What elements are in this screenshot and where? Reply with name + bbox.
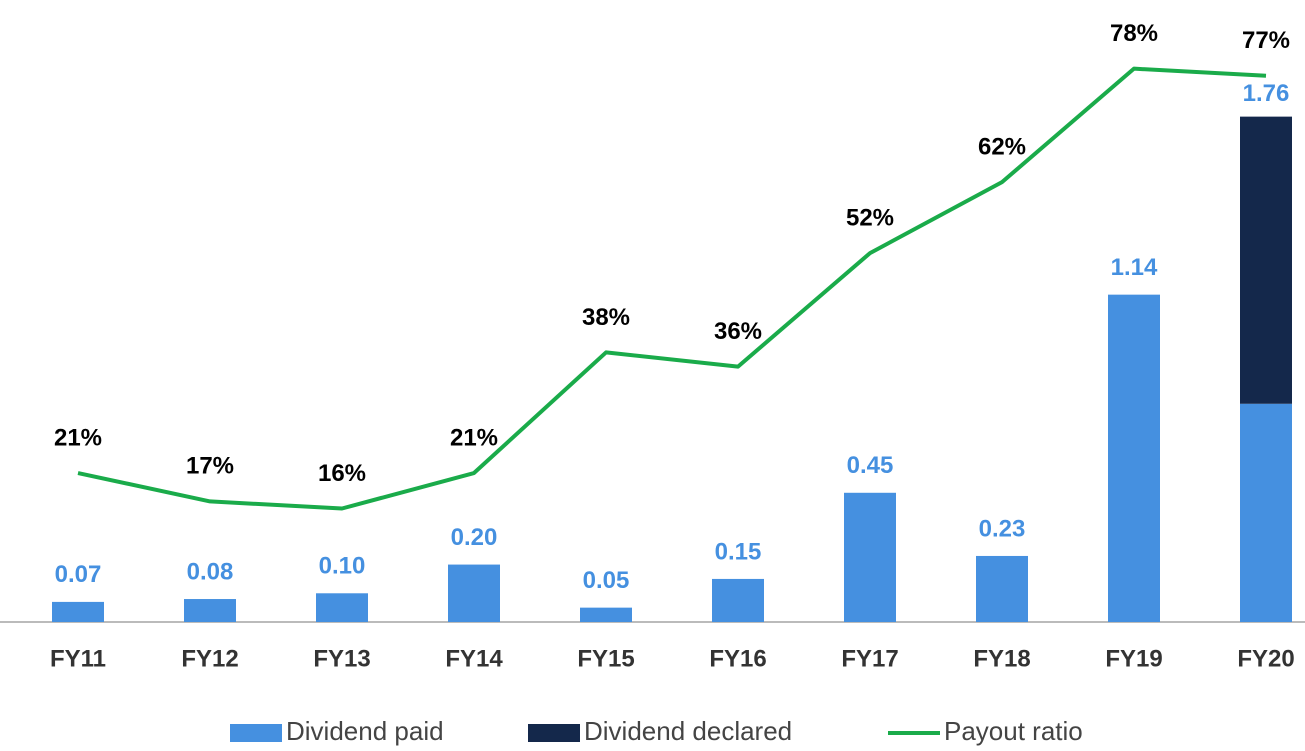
bar [844,492,896,622]
x-tick-label: FY12 [181,645,238,672]
legend-label: Dividend paid [286,716,444,746]
x-tick-label: FY17 [841,645,898,672]
total-label: 1.76 [1243,80,1290,107]
bar [448,564,500,622]
line [77,66,1267,511]
bar [580,607,632,622]
bar-label: 0.23 [979,515,1026,542]
bar [976,555,1028,622]
bar-label: 0.20 [451,524,498,551]
bar [316,593,368,622]
bar-label: 0.10 [319,553,366,580]
bar-label: 0.08 [187,558,234,585]
bar-label: 0.45 [847,452,894,479]
bar-label: 0.05 [583,567,630,594]
line-label: 62% [978,134,1026,161]
bar [712,578,764,622]
legend-swatch [528,724,580,742]
bar [1108,294,1160,622]
x-tick-label: FY15 [577,645,634,672]
line-label: 78% [1110,20,1158,47]
line-label: 38% [582,304,630,331]
bar-label: 0.15 [715,538,762,565]
bar [52,601,104,622]
line-label: 77% [1242,27,1290,54]
x-tick-label: FY18 [973,645,1030,672]
x-tick-label: FY16 [709,645,766,672]
x-tick-label: FY20 [1237,645,1294,672]
x-tick-label: FY19 [1105,645,1162,672]
legend-label: Dividend declared [584,716,792,746]
line-label: 16% [318,460,366,487]
line-label: 52% [846,204,894,231]
x-tick-label: FY14 [445,645,503,672]
bar [1240,116,1292,404]
bar [1240,403,1292,622]
x-tick-label: FY11 [50,645,106,672]
bar-label: 1.14 [1111,254,1158,281]
x-tick-label: FY13 [313,645,370,672]
bar-label: 0.07 [55,561,102,588]
legend-swatch [230,724,282,742]
line-label: 21% [450,424,498,451]
bar [184,599,236,622]
line-label: 21% [54,424,102,451]
line-label: 36% [714,318,762,345]
line-label: 17% [186,453,234,480]
legend-label: Payout ratio [944,716,1083,746]
